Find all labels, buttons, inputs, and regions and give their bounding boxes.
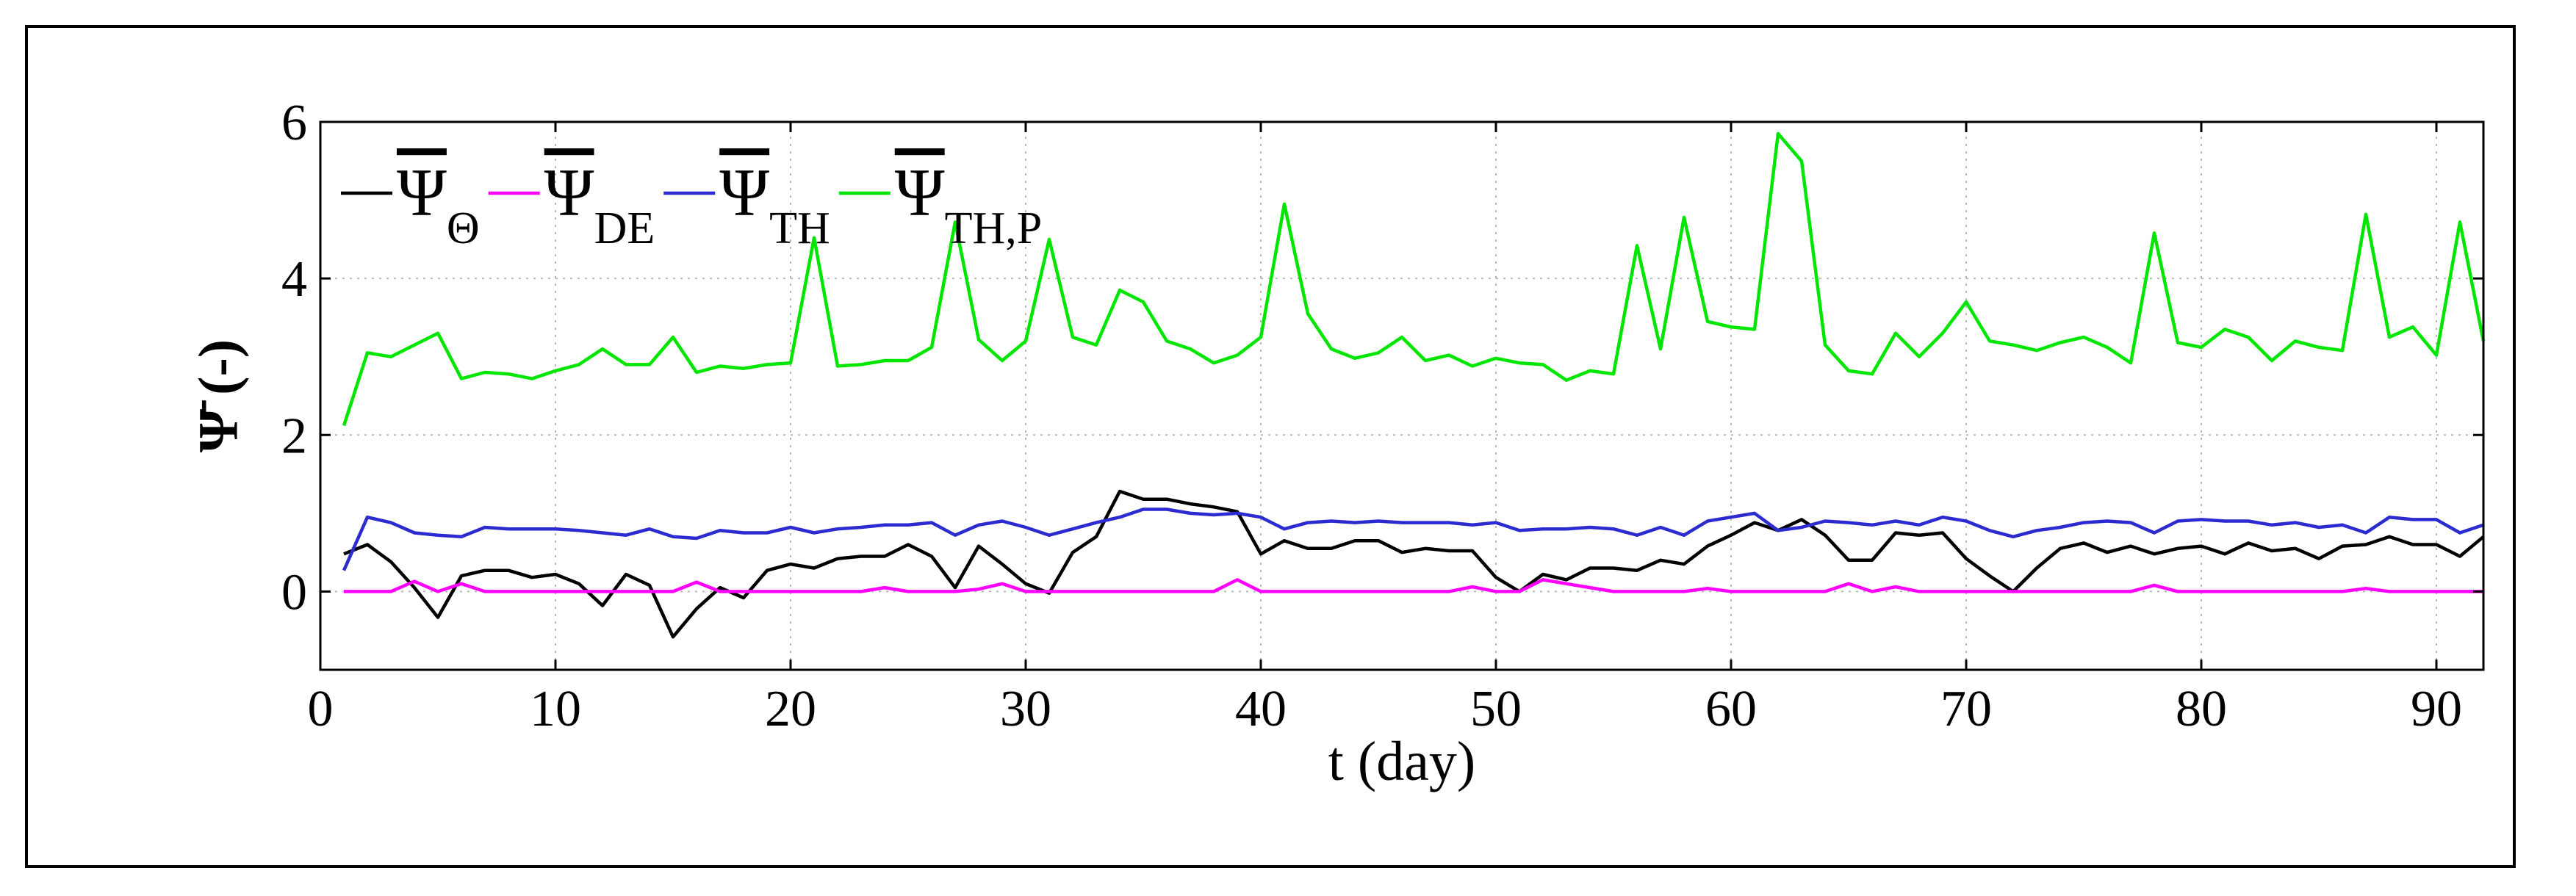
legend-main-th: Ψ xyxy=(719,155,769,230)
x-axis-title: t (day) xyxy=(1328,731,1475,792)
y-axis-title: Ψ̄ (-) xyxy=(188,339,250,452)
legend-main-theta: Ψ xyxy=(397,155,447,230)
legend-sub-theta: Θ xyxy=(447,203,480,253)
x-tick-label: 60 xyxy=(1705,681,1757,737)
y-tick-label: 0 xyxy=(281,564,307,621)
x-tick-label: 20 xyxy=(765,681,816,737)
legend-sub-de: DE xyxy=(594,203,655,253)
x-tick-label: 70 xyxy=(1940,681,1992,737)
legend-sub-th: TH xyxy=(769,203,830,253)
series-layer xyxy=(342,131,2486,639)
legend-label-de: ΨDE xyxy=(544,155,655,253)
series-line-th xyxy=(342,507,2484,571)
x-tick-label: 40 xyxy=(1235,681,1287,737)
ticks-layer: 0 10 20 30 40 50 60 70 80 90 0 2 4 6 xyxy=(281,95,2483,737)
legend-label-thp: ΨTH,P xyxy=(895,155,1043,253)
axes-box xyxy=(319,120,2485,671)
x-tick-label: 90 xyxy=(2411,681,2462,737)
legend: ΨΘ ΨDE ΨTH ΨTH,P xyxy=(341,155,1042,253)
legend-sub-thp: TH,P xyxy=(945,203,1043,253)
x-tick-label: 50 xyxy=(1470,681,1522,737)
x-tick-label: 80 xyxy=(2176,681,2227,737)
x-tick-label: 0 xyxy=(308,681,334,737)
y-tick-label: 2 xyxy=(281,408,307,464)
legend-main-thp: Ψ xyxy=(895,155,945,230)
legend-main-de: Ψ xyxy=(544,155,594,230)
y-tick-label: 4 xyxy=(281,251,307,308)
x-tick-label: 30 xyxy=(1000,681,1051,737)
series-line-de xyxy=(344,578,2483,593)
chart-frame: 0 10 20 30 40 50 60 70 80 90 0 2 4 6 ΨΘ ΨDE ΨTH ΨTH,P t … xyxy=(25,25,2516,868)
y-tick-label: 6 xyxy=(281,95,307,151)
series-line-theta xyxy=(343,489,2485,639)
legend-label-th: ΨTH xyxy=(719,155,830,253)
legend-label-theta: ΨΘ xyxy=(397,155,480,253)
series-line-thp xyxy=(342,131,2486,427)
x-tick-label: 10 xyxy=(530,681,581,737)
